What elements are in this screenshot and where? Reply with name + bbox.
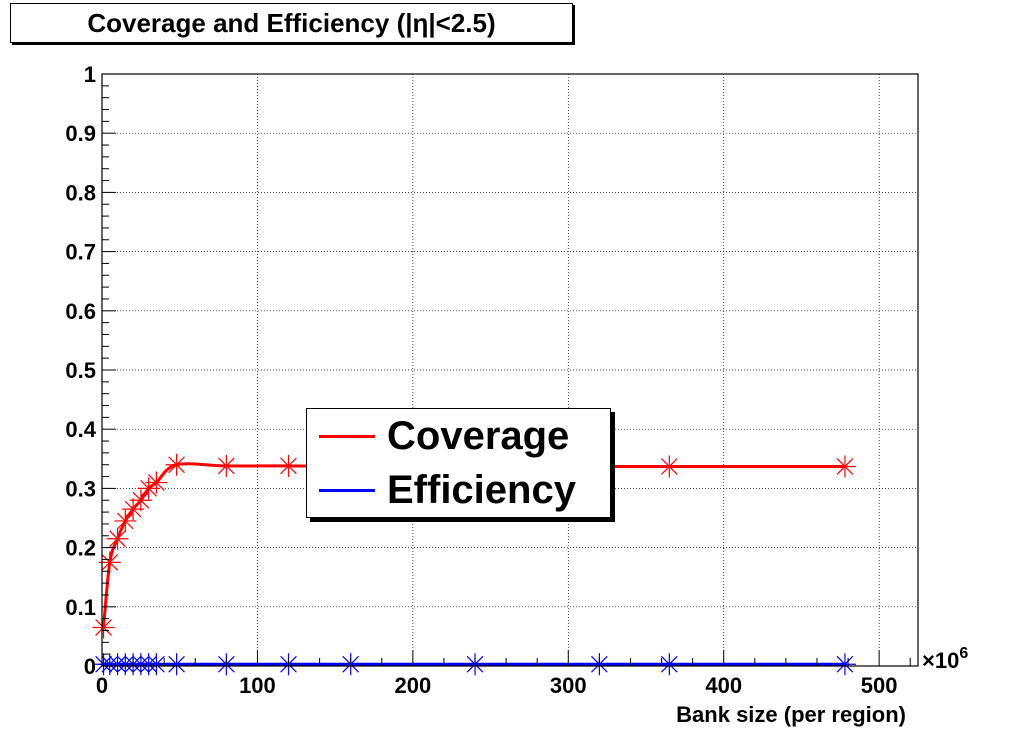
coverage-line-swatch <box>319 434 375 438</box>
chart-title: Coverage and Efficiency (|η|<2.5) <box>10 3 573 43</box>
y-tick-label: 0.4 <box>65 417 96 442</box>
x-axis-label: Bank size (per region) <box>676 702 906 727</box>
y-tick-label: 0.8 <box>65 180 96 205</box>
y-tick-label: 0.2 <box>65 536 96 561</box>
legend-item-coverage: Coverage <box>319 411 569 461</box>
y-tick-label: 0.1 <box>65 595 96 620</box>
data-point <box>92 616 115 639</box>
data-point <box>215 454 238 477</box>
data-point <box>277 454 300 477</box>
y-tick-label: 0 <box>84 654 96 679</box>
legend-item-efficiency: Efficiency <box>319 465 576 515</box>
data-point <box>129 489 152 512</box>
x-tick-label: 400 <box>705 673 742 698</box>
y-tick-label: 1 <box>84 62 96 87</box>
y-tick-label: 0.3 <box>65 476 96 501</box>
x-tick-label: 100 <box>239 673 276 698</box>
data-point <box>106 527 129 550</box>
data-point <box>145 471 168 494</box>
legend-label-efficiency: Efficiency <box>387 467 576 512</box>
y-tick-label: 0.9 <box>65 121 96 146</box>
data-point <box>658 653 681 676</box>
x-axis-multiplier: ×106 <box>922 645 968 673</box>
y-tick-label: 0.6 <box>65 299 96 324</box>
x-tick-label: 0 <box>96 673 108 698</box>
x-tick-label: 500 <box>861 673 898 698</box>
legend-label-coverage: Coverage <box>387 413 570 458</box>
y-tick-label: 0.7 <box>65 240 96 265</box>
data-point <box>658 455 681 478</box>
data-point <box>98 551 121 574</box>
axes: 0 0.1 0.2 0.3 0.4 0.5 0.6 0.7 0.8 0.9 1 0 100 200 300 4… <box>65 62 919 698</box>
y-tick-label: 0.5 <box>65 358 96 383</box>
data-point <box>833 455 856 478</box>
data-point <box>165 653 188 676</box>
x-tick-label: 300 <box>550 673 587 698</box>
data-point <box>165 453 188 476</box>
data-point <box>833 653 856 676</box>
x-tick-label: 200 <box>394 673 431 698</box>
data-point <box>114 509 137 532</box>
efficiency-line-swatch <box>319 488 375 492</box>
legend: Coverage Efficiency <box>306 408 611 518</box>
grid <box>102 74 918 666</box>
